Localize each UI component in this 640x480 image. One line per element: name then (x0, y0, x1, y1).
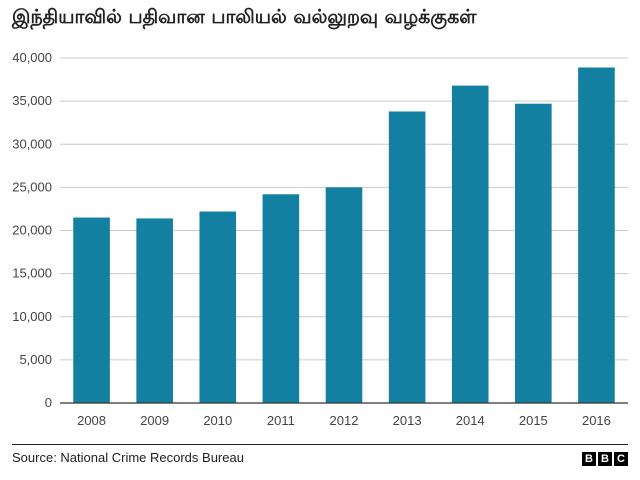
bbc-logo-letter: B (598, 452, 612, 466)
bar-2008 (73, 217, 110, 403)
bar-2010 (199, 211, 237, 403)
bar-chart: 0 5,000 10,000 15,000 20,000 25,000 30,000 35,0… (12, 50, 628, 428)
bar-2014 (451, 85, 489, 403)
x-tick-label: 2008 (77, 413, 106, 428)
bbc-logo: B B C (582, 452, 628, 466)
bar-2013 (388, 111, 426, 403)
y-tick-label: 35,000 (12, 93, 52, 108)
x-tick-label: 2015 (519, 413, 548, 428)
y-tick-label: 20,000 (12, 223, 52, 238)
bar-2011 (262, 194, 300, 403)
bars (73, 67, 615, 404)
x-tick-label: 2012 (330, 413, 359, 428)
bar-2015 (515, 103, 552, 404)
y-tick-label: 10,000 (12, 309, 52, 324)
x-tick-label: 2014 (456, 413, 485, 428)
x-tick-label: 2016 (582, 413, 611, 428)
x-tick-label: 2013 (393, 413, 422, 428)
y-tick-label: 25,000 (12, 179, 52, 194)
bar-2009 (136, 218, 173, 403)
x-axis-tick-labels: 2008 2009 2010 2011 2012 2013 2014 2015 2016 (77, 413, 611, 428)
x-tick-label: 2009 (140, 413, 169, 428)
y-axis-tick-labels: 0 5,000 10,000 15,000 20,000 25,000 30,000 35,0… (12, 50, 52, 410)
chart-title: இந்தியாவில் பதிவான பாலியல் வல்லுறவு வழக்… (12, 6, 477, 28)
source-note: Source: National Crime Records Bureau (12, 450, 244, 465)
y-tick-label: 30,000 (12, 136, 52, 151)
y-tick-label: 0 (45, 395, 52, 410)
bbc-logo-letter: C (614, 452, 628, 466)
bbc-logo-letter: B (582, 452, 596, 466)
footer-divider (12, 444, 628, 445)
y-tick-label: 15,000 (12, 266, 52, 281)
bar-2012 (325, 187, 363, 403)
bar-2016 (578, 67, 615, 404)
y-tick-label: 40,000 (12, 50, 52, 65)
x-tick-label: 2010 (203, 413, 232, 428)
x-tick-label: 2011 (267, 413, 295, 428)
y-tick-label: 5,000 (19, 352, 52, 367)
